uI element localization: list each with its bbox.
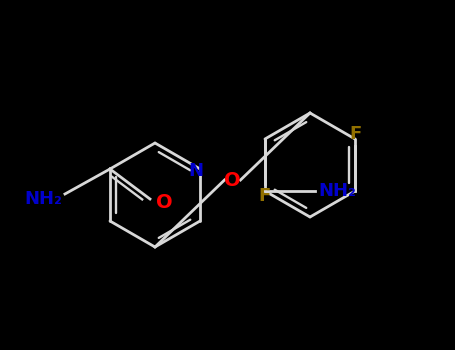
- Text: NH₂: NH₂: [24, 190, 62, 208]
- Text: N: N: [188, 162, 203, 180]
- Text: NH₂: NH₂: [318, 182, 356, 200]
- Text: F: F: [259, 187, 271, 205]
- Text: F: F: [349, 125, 361, 143]
- Text: O: O: [224, 170, 241, 189]
- Text: O: O: [156, 194, 172, 212]
